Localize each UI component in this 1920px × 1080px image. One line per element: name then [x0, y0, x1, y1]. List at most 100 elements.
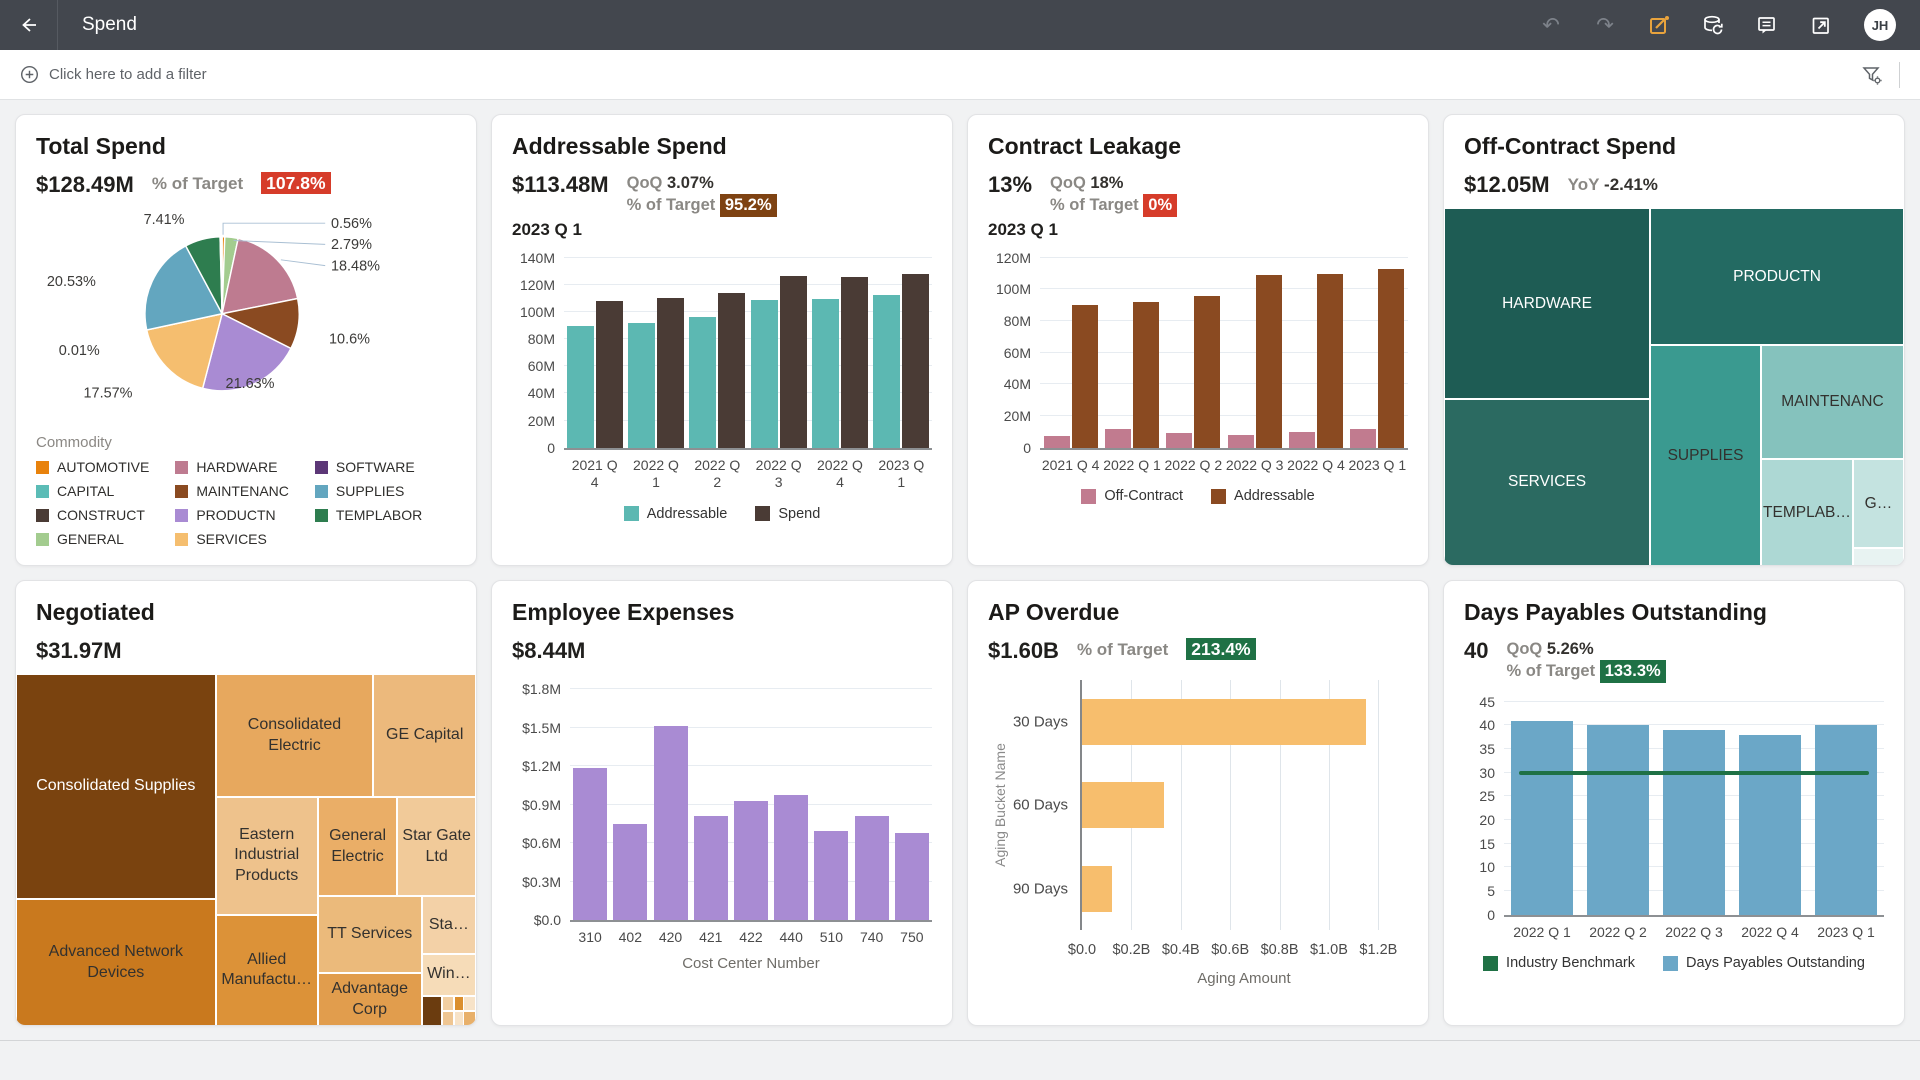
treemap-cell[interactable]: Eastern Industrial Products — [215, 796, 318, 915]
legend-item[interactable]: Industry Benchmark — [1483, 955, 1635, 971]
treemap-cell[interactable]: MAINTENANC — [1760, 345, 1904, 460]
avatar[interactable]: JH — [1864, 9, 1896, 41]
treemap-cell[interactable]: Star Gate Ltd — [397, 796, 476, 897]
treemap-cell[interactable]: Win… — [421, 953, 476, 996]
pie-slice[interactable] — [220, 236, 223, 315]
bar[interactable] — [1082, 699, 1366, 746]
bar[interactable] — [595, 300, 623, 448]
comment-icon[interactable] — [1756, 14, 1778, 36]
bar[interactable] — [1104, 428, 1131, 448]
bar[interactable] — [718, 292, 746, 448]
refresh-data-icon[interactable] — [1702, 14, 1724, 36]
bar[interactable] — [656, 298, 684, 448]
legend-item[interactable]: Off-Contract — [1081, 488, 1183, 504]
bar[interactable] — [774, 794, 809, 921]
bar[interactable] — [1082, 782, 1164, 829]
bar[interactable] — [1663, 730, 1725, 915]
treemap-cell[interactable]: HARDWARE — [1444, 208, 1651, 399]
legend-item[interactable]: SERVICES — [175, 531, 289, 547]
bar[interactable] — [689, 317, 717, 448]
bar[interactable] — [873, 294, 901, 448]
edit-icon[interactable] — [1648, 14, 1670, 36]
bar[interactable] — [894, 833, 929, 921]
legend-item[interactable]: Addressable — [1211, 488, 1315, 504]
bar[interactable] — [1378, 268, 1405, 448]
bar[interactable] — [1082, 865, 1112, 912]
legend-item[interactable]: AUTOMOTIVE — [36, 459, 149, 475]
bar[interactable] — [814, 830, 849, 921]
bar[interactable] — [902, 273, 930, 448]
bar[interactable] — [566, 325, 594, 448]
bar[interactable] — [1350, 429, 1377, 448]
back-button[interactable] — [0, 0, 58, 50]
redo-icon[interactable]: ↷ — [1596, 13, 1614, 37]
bar[interactable] — [653, 726, 688, 921]
bar[interactable] — [1815, 725, 1877, 915]
legend-item[interactable]: SOFTWARE — [314, 459, 422, 475]
pie-slice[interactable] — [221, 237, 299, 316]
legend-item[interactable]: Days Payables Outstanding — [1663, 955, 1865, 971]
legend-item[interactable]: TEMPLABOR — [314, 507, 422, 523]
pie-slice[interactable] — [144, 245, 224, 332]
bar[interactable] — [811, 298, 839, 448]
bar[interactable] — [779, 275, 807, 448]
bar[interactable] — [1316, 274, 1343, 448]
treemap-cell[interactable]: SERVICES — [1444, 398, 1651, 565]
bar[interactable] — [1166, 432, 1193, 448]
legend-item[interactable]: Addressable — [623, 506, 727, 522]
treemap-cell[interactable]: Advanced Network Devices — [16, 899, 216, 1025]
bar[interactable] — [733, 800, 768, 921]
legend-item[interactable]: Spend — [755, 506, 820, 522]
treemap-cell[interactable]: G… — [1852, 459, 1904, 549]
bar[interactable] — [1071, 305, 1098, 448]
bar[interactable] — [613, 824, 648, 921]
treemap-cell[interactable] — [463, 1010, 476, 1025]
treemap-cell[interactable]: Sta… — [421, 896, 476, 954]
treemap-cell[interactable] — [463, 995, 476, 1011]
bar[interactable] — [573, 767, 608, 921]
treemap-cell[interactable]: General Electric — [317, 796, 398, 897]
bar[interactable] — [1511, 720, 1573, 915]
bar[interactable] — [750, 300, 778, 448]
legend-item[interactable]: GENERAL — [36, 531, 149, 547]
filter-settings-icon[interactable] — [1861, 64, 1883, 86]
bar[interactable] — [1194, 295, 1221, 448]
bar[interactable] — [1227, 434, 1254, 448]
treemap-cell[interactable]: Consolidated Electric — [215, 674, 374, 797]
treemap-cell[interactable] — [441, 1010, 454, 1025]
bar[interactable] — [693, 816, 728, 921]
legend-item[interactable]: PRODUCTN — [175, 507, 289, 523]
pie-slice[interactable] — [201, 313, 292, 392]
pie-slice[interactable] — [145, 313, 224, 390]
undo-icon[interactable]: ↶ — [1542, 13, 1560, 37]
bar[interactable] — [1132, 302, 1159, 448]
bar[interactable] — [854, 816, 889, 921]
treemap-cell[interactable] — [421, 995, 442, 1025]
open-in-new-icon[interactable] — [1810, 14, 1832, 36]
y-axis-tick-label: 10 — [1479, 859, 1495, 876]
bar[interactable] — [1255, 275, 1282, 448]
legend-item[interactable]: SUPPLIES — [314, 483, 422, 499]
treemap-cell[interactable] — [441, 995, 454, 1011]
treemap-cell[interactable]: Consolidated Supplies — [16, 674, 216, 900]
legend-item[interactable]: MAINTENANC — [175, 483, 289, 499]
add-filter-control[interactable]: Click here to add a filter — [20, 65, 207, 84]
bar[interactable] — [1739, 734, 1801, 915]
treemap-cell[interactable] — [1852, 548, 1904, 565]
treemap-cell[interactable]: Allied Manufactu… — [215, 914, 318, 1025]
bar[interactable] — [840, 277, 868, 448]
bar[interactable] — [1043, 436, 1070, 448]
legend-item[interactable]: CONSTRUCT — [36, 507, 149, 523]
treemap-cell[interactable]: Advantage Corp — [317, 973, 422, 1025]
bar[interactable] — [1587, 725, 1649, 915]
legend-item[interactable]: HARDWARE — [175, 459, 289, 475]
legend-item[interactable]: CAPITAL — [36, 483, 149, 499]
treemap-cell[interactable]: TT Services — [317, 896, 422, 974]
bar[interactable] — [1288, 431, 1315, 448]
bar[interactable] — [627, 323, 655, 448]
treemap-cell[interactable]: TEMPLAB… — [1760, 459, 1853, 565]
treemap-cell[interactable]: SUPPLIES — [1650, 345, 1761, 565]
treemap-cell[interactable]: PRODUCTN — [1650, 208, 1904, 346]
treemap-cell[interactable]: GE Capital — [373, 674, 476, 797]
